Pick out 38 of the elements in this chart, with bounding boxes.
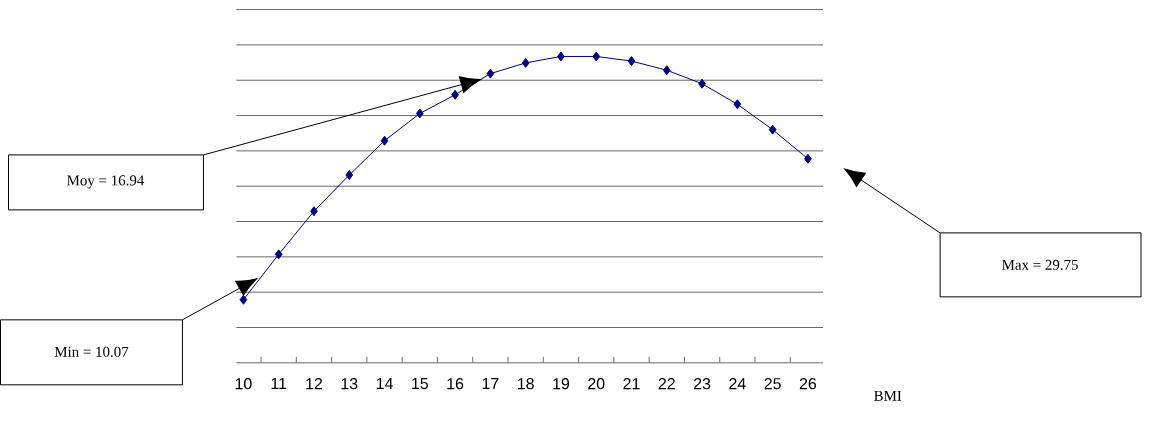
point xyxy=(415,108,424,119)
x-tick-label: 23 xyxy=(694,378,711,390)
point xyxy=(451,89,459,100)
point xyxy=(698,78,706,89)
point xyxy=(733,99,742,110)
point xyxy=(345,170,354,181)
x-tick-label: 16 xyxy=(447,378,464,390)
point xyxy=(627,56,636,67)
point xyxy=(239,294,248,305)
text: Moy = 16.94 xyxy=(67,175,145,189)
x-tick-label: 19 xyxy=(553,378,570,390)
point xyxy=(592,51,601,62)
point xyxy=(310,206,318,217)
x-tick-label: 11 xyxy=(271,378,287,390)
x-tick-label: 22 xyxy=(658,378,675,390)
x-tick-label: 18 xyxy=(518,378,534,390)
point xyxy=(274,249,283,260)
point xyxy=(380,135,389,146)
point xyxy=(804,153,812,164)
point xyxy=(486,68,495,79)
x-tick-label: 13 xyxy=(341,378,358,390)
x-tick-label: 15 xyxy=(412,378,428,390)
point xyxy=(521,58,530,68)
x-tick-label: 17 xyxy=(482,378,499,390)
text: Min = 10.07 xyxy=(54,346,129,358)
x-tick-label: 14 xyxy=(376,378,393,390)
text: Max = 29.75 xyxy=(1002,259,1078,271)
x-tick-label: 20 xyxy=(588,378,605,390)
x-axis-title: BMI xyxy=(874,391,902,401)
x-tick-label: 10 xyxy=(235,378,252,390)
x-tick-label: 12 xyxy=(306,378,323,390)
x-tick-label: 24 xyxy=(729,378,746,390)
point xyxy=(768,124,777,135)
x-tick-label: 26 xyxy=(799,378,817,390)
x-tick-label: 25 xyxy=(764,378,781,390)
x-tick-label: 21 xyxy=(623,378,640,390)
point xyxy=(557,51,565,62)
point xyxy=(662,65,671,76)
